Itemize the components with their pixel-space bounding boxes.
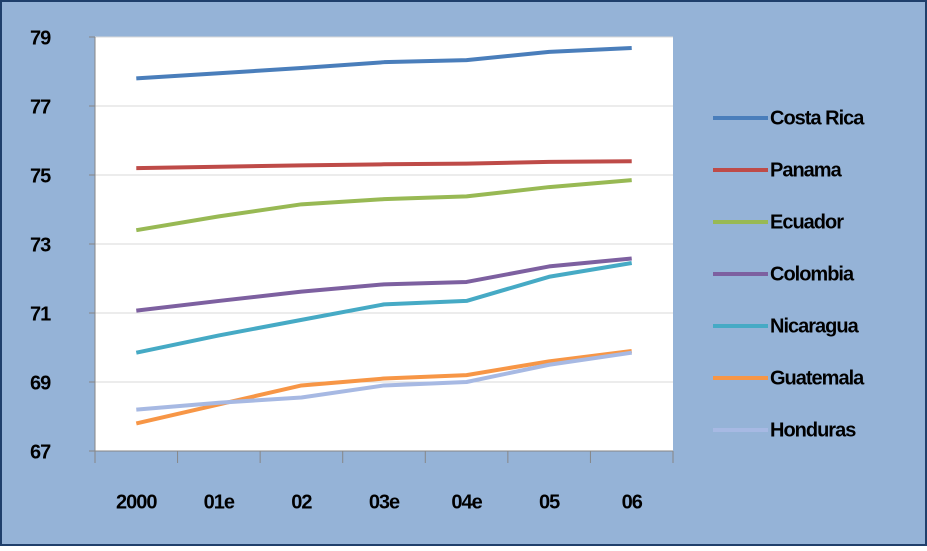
legend-label: Honduras [770, 419, 856, 441]
x-tick-label: 06 [622, 491, 643, 513]
y-tick-label: 75 [30, 165, 51, 187]
legend-label: Colombia [770, 263, 855, 285]
legend-label: Costa Rica [770, 107, 865, 129]
series-line [135, 261, 633, 355]
x-tick-label: 01e [204, 491, 235, 513]
x-tick-label: 03e [369, 491, 400, 513]
y-tick-label: 69 [30, 372, 51, 394]
legend-label: Panama [770, 159, 843, 181]
x-tick-label: 02 [291, 491, 312, 513]
legend-label: Nicaragua [770, 315, 860, 337]
y-tick-label: 73 [30, 234, 51, 256]
series-line [136, 350, 633, 412]
x-tick-label: 2000 [116, 491, 157, 513]
x-tick-label: 04e [451, 491, 482, 513]
y-tick-label: 67 [30, 441, 51, 463]
y-tick-label: 77 [30, 96, 51, 118]
series-line [136, 159, 632, 171]
legend-label: Guatemala [770, 367, 865, 389]
series-line [135, 178, 632, 233]
series-line [136, 256, 632, 313]
y-tick-label: 71 [30, 303, 51, 325]
series-line [136, 46, 632, 81]
legend-label: Ecuador [770, 211, 844, 233]
x-tick-label: 05 [539, 491, 560, 513]
y-tick-label: 79 [30, 27, 51, 49]
